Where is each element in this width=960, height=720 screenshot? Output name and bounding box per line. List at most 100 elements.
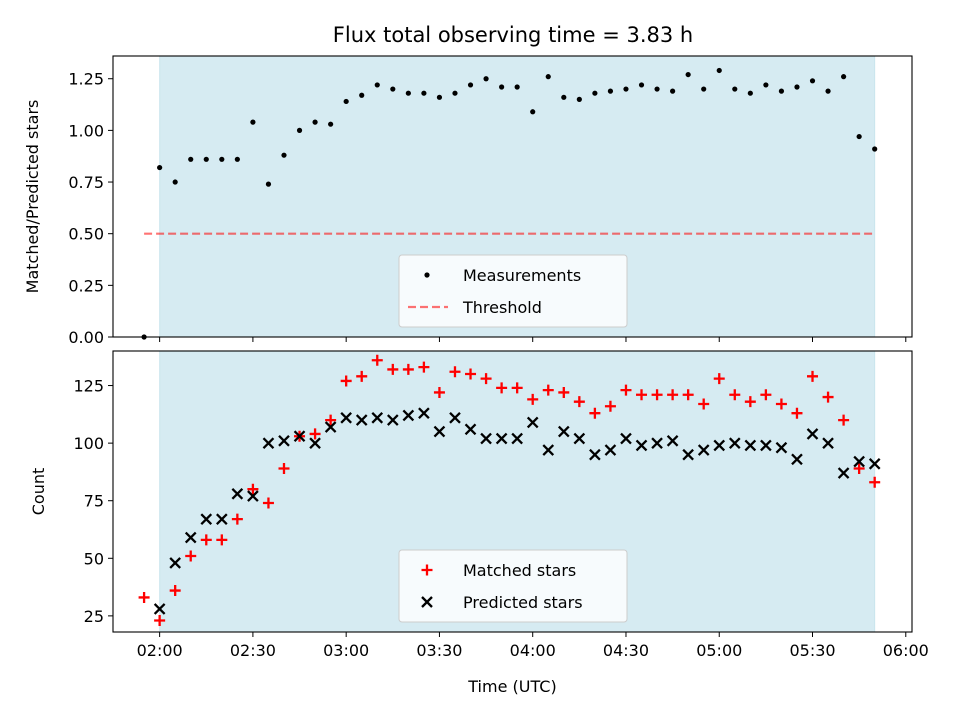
data-point bbox=[154, 614, 166, 626]
x-tick-label: 02:00 bbox=[137, 641, 183, 660]
data-point bbox=[356, 370, 368, 382]
chart-title: Flux total observing time = 3.83 h bbox=[333, 23, 693, 47]
data-point bbox=[635, 439, 648, 452]
data-point bbox=[371, 354, 383, 366]
axes-frame bbox=[112, 55, 913, 338]
data-point bbox=[514, 84, 520, 90]
data-point bbox=[807, 370, 819, 382]
data-point bbox=[480, 373, 492, 385]
data-point bbox=[467, 82, 474, 88]
data-point bbox=[402, 363, 414, 375]
data-point bbox=[262, 497, 274, 509]
data-point bbox=[666, 435, 679, 447]
data-point bbox=[157, 164, 163, 171]
data-point bbox=[732, 86, 738, 92]
y-tick-label: 125 bbox=[73, 377, 104, 396]
y-axis-label: Count bbox=[29, 468, 48, 516]
data-point bbox=[328, 121, 334, 127]
data-point bbox=[436, 94, 443, 100]
data-point bbox=[449, 366, 461, 378]
data-point bbox=[216, 534, 228, 546]
data-point bbox=[499, 84, 505, 90]
data-point bbox=[682, 448, 694, 461]
data-point bbox=[530, 109, 536, 115]
data-point bbox=[293, 430, 306, 443]
data-point bbox=[670, 88, 676, 94]
data-point bbox=[141, 334, 147, 340]
data-point bbox=[809, 78, 816, 84]
data-point bbox=[390, 86, 396, 92]
data-point bbox=[794, 84, 800, 90]
data-point bbox=[433, 425, 446, 438]
data-point bbox=[483, 76, 489, 82]
x-tick-label: 03:30 bbox=[416, 641, 462, 660]
data-point bbox=[200, 513, 213, 525]
data-point bbox=[573, 432, 586, 445]
data-point bbox=[728, 437, 741, 449]
data-point bbox=[169, 557, 181, 569]
data-point bbox=[452, 90, 458, 96]
data-point bbox=[636, 389, 648, 401]
data-point bbox=[215, 513, 228, 525]
data-point bbox=[775, 441, 788, 454]
data-point bbox=[324, 421, 337, 433]
data-point bbox=[747, 90, 753, 96]
axes-frame bbox=[112, 350, 913, 633]
data-point bbox=[841, 74, 847, 80]
data-point bbox=[153, 603, 166, 615]
series-dot bbox=[141, 67, 878, 340]
data-point bbox=[558, 386, 570, 398]
data-point bbox=[623, 86, 629, 92]
data-point bbox=[231, 513, 243, 525]
data-point bbox=[698, 398, 710, 410]
data-point bbox=[247, 483, 259, 495]
data-point bbox=[654, 86, 660, 92]
legend-label: Predicted stars bbox=[463, 593, 583, 612]
y-tick-label: 50 bbox=[84, 549, 104, 568]
data-point bbox=[791, 407, 803, 419]
data-point bbox=[219, 156, 225, 162]
data-point bbox=[822, 437, 834, 449]
data-point bbox=[309, 428, 321, 440]
series-plus bbox=[138, 354, 881, 626]
data-point bbox=[296, 127, 303, 133]
x-tick-label: 05:30 bbox=[789, 641, 835, 660]
data-point bbox=[309, 437, 321, 449]
data-point bbox=[868, 458, 881, 470]
data-point bbox=[791, 453, 803, 466]
data-point bbox=[138, 591, 150, 603]
data-point bbox=[837, 467, 850, 479]
data-point bbox=[262, 437, 275, 449]
x-axis-label: Time (UTC) bbox=[467, 677, 556, 696]
data-point bbox=[496, 382, 508, 394]
data-point bbox=[763, 82, 769, 88]
data-point bbox=[433, 386, 445, 398]
data-point bbox=[760, 439, 772, 452]
y-tick-label: 0.00 bbox=[68, 328, 104, 347]
data-point bbox=[576, 96, 582, 102]
data-point bbox=[542, 384, 554, 396]
count-panel: 25 50 75 100 125 02:00 02:30 03:00 03:30 04:00 04:… bbox=[29, 350, 929, 696]
data-point bbox=[853, 455, 865, 468]
data-point bbox=[545, 74, 551, 80]
data-point bbox=[806, 428, 819, 440]
data-point bbox=[169, 585, 181, 597]
data-point bbox=[325, 414, 337, 426]
y-tick-label: 0.50 bbox=[68, 225, 104, 244]
data-point bbox=[200, 534, 212, 546]
data-point bbox=[265, 181, 272, 187]
data-point bbox=[557, 425, 570, 438]
legend-label: Measurements bbox=[463, 266, 581, 285]
data-point bbox=[542, 444, 555, 456]
x-tick-label: 04:00 bbox=[510, 641, 556, 660]
y-tick-label: 1.25 bbox=[68, 70, 104, 89]
data-point bbox=[480, 432, 492, 445]
data-point bbox=[744, 439, 757, 452]
data-point bbox=[604, 400, 616, 412]
legend: Matched stars Predicted stars bbox=[398, 549, 628, 623]
legend-marker bbox=[421, 564, 433, 576]
data-point bbox=[231, 487, 244, 500]
legend-label: Matched stars bbox=[463, 561, 576, 580]
data-point bbox=[825, 88, 831, 94]
